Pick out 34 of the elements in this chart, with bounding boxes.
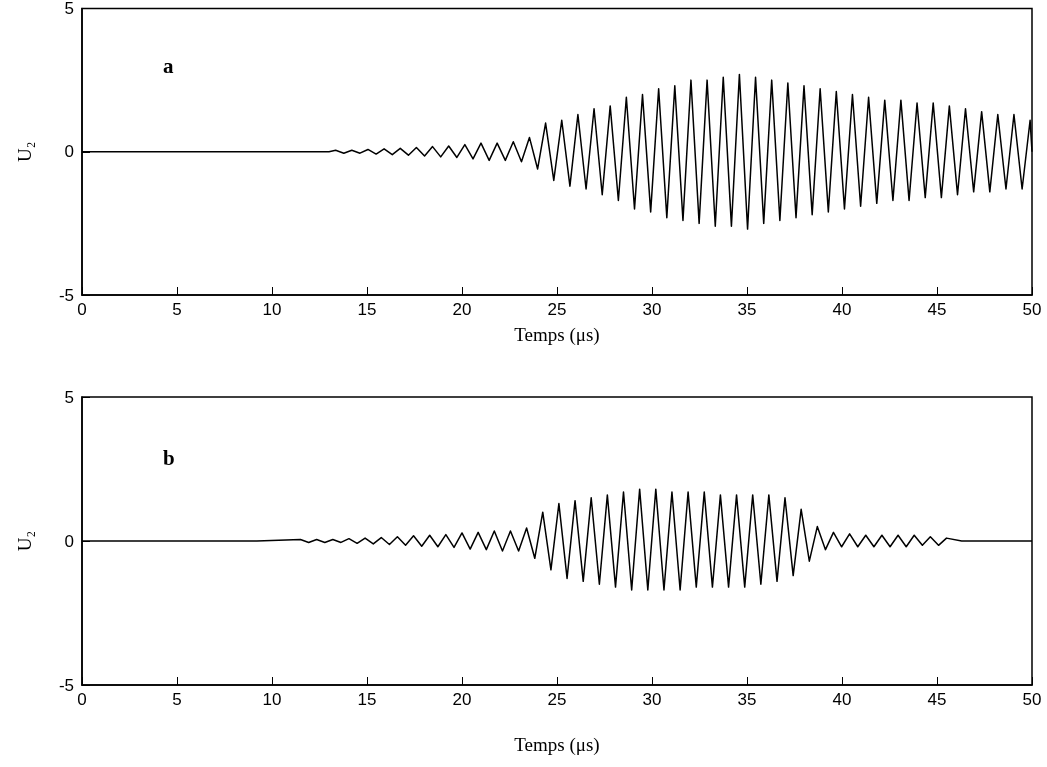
y-tick-label: -5 [58,285,74,305]
annotation: b [163,445,175,470]
y-axis-title: U₂ [14,530,35,552]
x-tick-label: 45 [927,690,947,709]
x-tick-label: 15 [357,690,377,709]
y-axis-title: U₂ [14,141,35,162]
x-axis-title: Temps (μs) [514,324,600,346]
y-tick-label: 5 [64,0,74,18]
x-tick-label: 30 [642,690,662,709]
x-tick-label: 50 [1022,690,1042,709]
x-tick-label: 45 [927,300,947,319]
x-tick-label: 20 [452,690,472,709]
x-tick-label: 35 [737,300,757,319]
x-tick-label: 40 [832,690,852,709]
x-tick-label: 15 [357,300,377,319]
x-tick-label: 35 [737,690,757,709]
x-tick-label: 30 [642,300,662,319]
x-tick-label: 40 [832,300,852,319]
y-tick-label: 0 [64,531,74,551]
x-tick-label: 5 [172,690,182,709]
y-tick-label: 5 [64,387,74,407]
y-tick-label: 0 [64,142,74,162]
x-tick-label: 10 [262,300,282,319]
x-tick-label: 10 [262,690,282,709]
annotation: a [163,53,174,78]
x-tick-label: 50 [1022,300,1042,319]
x-tick-label: 0 [77,690,87,709]
y-tick-label: -5 [58,675,74,695]
x-tick-label: 25 [547,300,567,319]
x-tick-label: 20 [452,300,472,319]
x-axis-title: Temps (μs) [514,734,600,756]
x-tick-label: 25 [547,690,567,709]
x-tick-label: 5 [172,300,182,319]
x-tick-label: 0 [77,300,87,319]
